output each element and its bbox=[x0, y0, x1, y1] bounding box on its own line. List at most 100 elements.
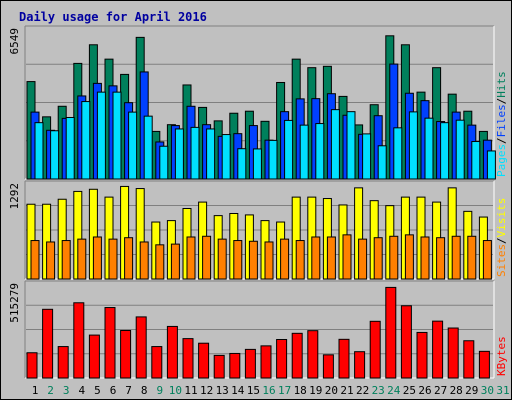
day-label-11: 11 bbox=[184, 384, 197, 397]
bar-pages-day-14 bbox=[237, 148, 247, 180]
bar-kbytes-day-2 bbox=[42, 308, 54, 379]
ymax-label-kbytes: 515279 bbox=[8, 283, 21, 323]
legend-label-hits: Hits bbox=[495, 71, 508, 98]
bar-sites-day-8 bbox=[139, 241, 149, 280]
bar-sites-day-29 bbox=[467, 235, 477, 280]
bar-pages-day-17 bbox=[284, 119, 294, 180]
bar-sites-day-26 bbox=[420, 236, 430, 280]
bar-sites-day-14 bbox=[233, 240, 243, 280]
day-label-29: 29 bbox=[465, 384, 478, 397]
bar-sites-day-5 bbox=[92, 236, 102, 280]
bar-kbytes-day-3 bbox=[57, 346, 69, 379]
legend-label-pages: Pages bbox=[495, 144, 508, 177]
bar-pages-day-15 bbox=[252, 148, 262, 180]
bar-kbytes-day-16 bbox=[260, 345, 272, 379]
bar-sites-day-10 bbox=[170, 243, 180, 280]
day-label-10: 10 bbox=[169, 384, 182, 397]
bar-sites-day-13 bbox=[217, 238, 227, 280]
bar-sites-day-24 bbox=[389, 235, 399, 280]
bar-pages-day-25 bbox=[408, 111, 418, 180]
bar-sites-day-4 bbox=[77, 238, 87, 280]
day-label-21: 21 bbox=[340, 384, 353, 397]
bar-pages-day-4 bbox=[81, 101, 91, 180]
legend-separator: / bbox=[495, 137, 508, 144]
bar-kbytes-day-11 bbox=[182, 338, 194, 379]
bar-kbytes-day-17 bbox=[276, 339, 288, 379]
bar-pages-day-16 bbox=[268, 139, 278, 180]
bar-kbytes-day-5 bbox=[88, 334, 100, 379]
day-label-14: 14 bbox=[231, 384, 245, 397]
bar-kbytes-day-30 bbox=[478, 350, 490, 379]
bar-sites-day-22 bbox=[358, 238, 368, 280]
bar-pages-day-30 bbox=[486, 150, 496, 180]
day-label-28: 28 bbox=[450, 384, 463, 397]
day-label-30: 30 bbox=[481, 384, 494, 397]
bar-kbytes-day-25 bbox=[400, 305, 412, 379]
bar-sites-day-6 bbox=[108, 238, 118, 280]
bar-pages-day-1 bbox=[34, 122, 44, 180]
bar-kbytes-day-19 bbox=[307, 330, 319, 379]
bar-kbytes-day-27 bbox=[432, 320, 444, 379]
day-label-6: 6 bbox=[110, 384, 117, 397]
day-label-8: 8 bbox=[141, 384, 148, 397]
bar-pages-day-18 bbox=[299, 124, 309, 180]
day-label-15: 15 bbox=[247, 384, 260, 397]
bar-pages-day-11 bbox=[190, 126, 200, 180]
bar-pages-day-12 bbox=[206, 128, 216, 180]
bar-pages-day-9 bbox=[159, 145, 169, 180]
bar-sites-day-27 bbox=[436, 237, 446, 280]
bar-sites-day-17 bbox=[280, 238, 290, 280]
bar-sites-day-2 bbox=[46, 241, 56, 280]
day-label-18: 18 bbox=[294, 384, 307, 397]
legend-label-files: Files bbox=[495, 104, 508, 137]
bar-kbytes-day-15 bbox=[244, 348, 256, 379]
bar-sites-day-20 bbox=[326, 236, 336, 280]
day-label-26: 26 bbox=[418, 384, 431, 397]
bar-kbytes-day-8 bbox=[135, 316, 147, 379]
bar-pages-day-3 bbox=[65, 116, 75, 180]
bar-pages-day-27 bbox=[440, 122, 450, 180]
day-label-23: 23 bbox=[372, 384, 385, 397]
bar-pages-day-2 bbox=[50, 130, 60, 180]
day-label-27: 27 bbox=[434, 384, 447, 397]
bar-kbytes-day-1 bbox=[26, 352, 38, 379]
chart-title: Daily usage for April 2016 bbox=[19, 10, 207, 24]
bar-pages-day-24 bbox=[393, 127, 403, 180]
bar-sites-day-19 bbox=[311, 236, 321, 280]
bar-kbytes-day-29 bbox=[463, 340, 475, 379]
bar-pages-day-26 bbox=[424, 117, 434, 180]
bar-kbytes-day-7 bbox=[120, 329, 132, 379]
day-label-7: 7 bbox=[125, 384, 132, 397]
bar-pages-day-13 bbox=[221, 134, 231, 180]
day-label-16: 16 bbox=[262, 384, 275, 397]
bar-sites-day-25 bbox=[404, 234, 414, 280]
day-label-2: 2 bbox=[47, 384, 54, 397]
bar-pages-day-20 bbox=[330, 109, 340, 180]
bar-sites-day-23 bbox=[373, 237, 383, 280]
bar-pages-day-10 bbox=[174, 128, 184, 180]
day-label-19: 19 bbox=[309, 384, 322, 397]
bar-kbytes-day-24 bbox=[385, 286, 397, 379]
bar-kbytes-day-12 bbox=[198, 342, 210, 379]
bar-pages-day-28 bbox=[455, 119, 465, 180]
day-label-9: 9 bbox=[156, 384, 163, 397]
bar-pages-day-7 bbox=[128, 111, 138, 180]
bar-sites-day-21 bbox=[342, 234, 352, 280]
ymax-label-visits-sites: 1292 bbox=[8, 183, 21, 210]
bar-sites-day-9 bbox=[155, 244, 165, 280]
bar-pages-day-29 bbox=[471, 141, 481, 180]
day-label-4: 4 bbox=[78, 384, 85, 397]
bar-sites-day-30 bbox=[482, 240, 492, 280]
bar-sites-day-28 bbox=[451, 235, 461, 280]
bar-pages-day-6 bbox=[112, 91, 122, 180]
day-label-5: 5 bbox=[94, 384, 101, 397]
day-label-12: 12 bbox=[200, 384, 213, 397]
bar-kbytes-day-26 bbox=[416, 331, 428, 379]
bar-kbytes-day-20 bbox=[322, 354, 334, 379]
legend-label-sites: Sites bbox=[495, 244, 508, 277]
bar-kbytes-day-13 bbox=[213, 354, 225, 379]
day-label-31: 31 bbox=[496, 384, 509, 397]
bar-pages-day-19 bbox=[315, 123, 325, 180]
